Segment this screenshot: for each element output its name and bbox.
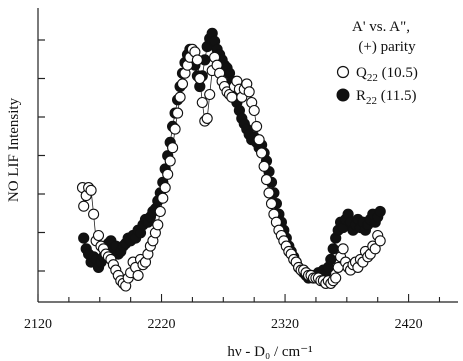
q22-data-point [169,123,181,135]
x-tick-label: 2220 [148,317,176,332]
legend-r22-sub: 22 [366,95,377,107]
x-tick-label: 2420 [395,317,423,332]
q22-data-point [78,200,90,212]
q22-data-point [174,91,186,103]
r22-data-point [327,243,339,255]
q22-data-point [196,96,208,109]
q22-data-point [159,182,171,194]
q22-data-point [337,243,349,255]
q22-data-point [374,235,386,247]
series-layer [76,27,386,292]
legend: A' vs. A", (+) parity Q22 (10.5) R22 (11… [336,19,418,107]
q22-data-point [226,91,238,103]
q22-data-point [248,104,260,117]
legend-q22-sub: 22 [367,72,378,84]
legend-title-line2: (+) parity [358,39,416,55]
q22-data-point [88,208,100,220]
x-axis-ticks: 2120 2220 2320 2420 [24,294,441,332]
q22-data-point [85,184,97,196]
q22-data-point [253,134,265,146]
r22-data-point [374,205,386,218]
q22-data-point [154,205,166,218]
q22-data-point [265,198,278,210]
legend-title-line1: A' vs. A", [352,19,410,35]
legend-label-q22: Q22 (10.5) [356,65,418,84]
q22-data-point [157,192,169,204]
legend-r22-tail: (11.5) [377,88,416,104]
legend-r22-main: R [356,88,366,104]
legend-label-r22: R22 (11.5) [356,88,416,107]
q22-data-point [176,78,189,90]
x-tick-label: 2120 [24,317,52,332]
q22-data-point [201,112,213,124]
q22-data-point [132,269,144,281]
q22-data-point [162,168,174,180]
x-tick-label: 2320 [271,317,299,332]
legend-q22-tail: (10.5) [378,65,418,81]
q22-data-point [152,219,164,231]
q22-data-point [204,88,216,101]
q22-data-point [263,187,275,199]
legend-marker-open [336,65,350,79]
q22-data-point [330,272,342,284]
q22-data-point [167,142,179,154]
q22-data-point [256,147,268,159]
q22-data-point [258,160,270,172]
q22-data-point [251,120,263,132]
legend-marker-filled [336,88,350,102]
r22-data-point [325,253,337,265]
q22-data-point [191,54,203,66]
y-axis-ticks [38,39,45,272]
y-axis-label: NO LIF Intensity [6,97,22,202]
q22-data-point [194,72,206,85]
q22-data-point [243,86,255,98]
q22-data-point [369,243,381,255]
q22-data-point [164,155,176,167]
q22-data-point [172,107,184,119]
r22-data-point [78,232,90,244]
x-axis-label: hν - D₀ / cm⁻¹ [227,344,312,360]
q22-data-point [260,174,273,186]
q22-data-point [92,229,105,242]
legend-q22-main: Q [356,65,367,81]
